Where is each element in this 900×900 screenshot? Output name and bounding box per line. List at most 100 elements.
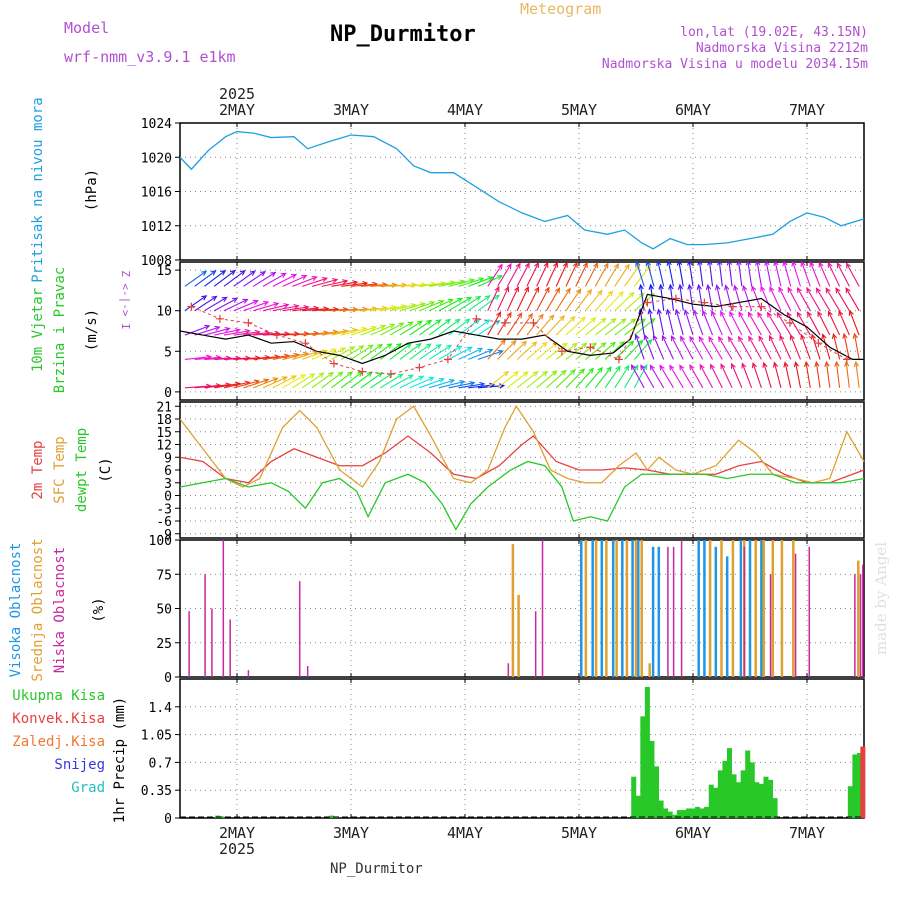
day-label-bottom: 4MAY bbox=[447, 824, 483, 842]
wind-gust-marker bbox=[529, 318, 538, 327]
wind-arrow bbox=[438, 318, 460, 336]
wind-arrow bbox=[774, 262, 782, 287]
wind-arrow bbox=[321, 371, 343, 389]
precip-bar bbox=[649, 740, 655, 818]
wind-arrow bbox=[282, 352, 309, 360]
wind-arrow-head bbox=[630, 318, 637, 324]
wind-arrow-head bbox=[730, 362, 736, 369]
wind-arrow bbox=[545, 262, 558, 287]
wind-arrow bbox=[625, 234, 636, 257]
wind-arrow-head bbox=[699, 363, 705, 370]
wind-arrow-head bbox=[674, 308, 681, 316]
wind-arrow bbox=[252, 272, 276, 287]
wind-arrow bbox=[650, 284, 655, 311]
wind-arrow bbox=[738, 262, 743, 287]
wind-arrow bbox=[526, 314, 544, 336]
wind-arrow-head bbox=[796, 286, 802, 294]
wind-arrow-head bbox=[747, 311, 753, 318]
wind-arrow bbox=[428, 319, 451, 336]
wind-arrow bbox=[657, 262, 665, 287]
wind-arrow-head bbox=[470, 255, 475, 259]
model-name: wrf-nmm_v3.9.1 e1km bbox=[64, 48, 236, 66]
wind-arrow bbox=[614, 318, 636, 336]
wind-arrow-head bbox=[755, 262, 761, 266]
wind-arrow bbox=[688, 284, 694, 311]
wind-arrow bbox=[506, 263, 521, 287]
subtitle: Meteogram bbox=[520, 0, 602, 18]
cloud-bar bbox=[743, 546, 746, 677]
wind-arrow bbox=[341, 282, 368, 287]
wind-arrow bbox=[223, 330, 250, 336]
wind-arrow bbox=[795, 362, 802, 388]
wind-arrow bbox=[438, 297, 463, 312]
wind-arrow bbox=[263, 242, 284, 258]
wind-arrow-head bbox=[783, 361, 789, 368]
wind-arrow-head bbox=[405, 342, 412, 349]
wind-arrow-head bbox=[696, 283, 702, 290]
wind-arrow-head bbox=[707, 262, 713, 266]
wind-gust-marker bbox=[386, 370, 395, 379]
wind-gust-marker bbox=[244, 318, 253, 327]
wind-arrow bbox=[545, 287, 560, 311]
wind-arrow bbox=[468, 255, 494, 258]
wind-arrow-head bbox=[534, 262, 539, 269]
wind-arrow bbox=[311, 348, 337, 360]
wind-arrow bbox=[282, 306, 309, 312]
wind-arrow-head bbox=[502, 240, 507, 245]
wind-arrow-head bbox=[814, 360, 820, 368]
wind-arrow-head bbox=[407, 321, 414, 327]
wind-arrow bbox=[632, 235, 644, 258]
wind-arrow bbox=[727, 232, 732, 258]
wind-gust-marker bbox=[301, 339, 310, 348]
wind-arrow-head bbox=[658, 283, 664, 290]
wind-arrow bbox=[728, 336, 743, 360]
wind-arrow bbox=[702, 310, 714, 336]
wind-arrow-head bbox=[340, 347, 347, 353]
wind-arrow-head bbox=[695, 233, 699, 238]
cloud-bar bbox=[594, 540, 598, 677]
wind-axis-title: 10m Vjetar bbox=[30, 288, 46, 372]
wind-arrow-head bbox=[273, 302, 280, 308]
wind-arrow-head bbox=[456, 297, 463, 303]
wind-arrow bbox=[639, 309, 645, 336]
wind-arrow bbox=[747, 312, 762, 336]
y-tick-label: 10 bbox=[156, 305, 172, 320]
wind-arrow bbox=[301, 372, 324, 389]
wind-arrow-head bbox=[377, 343, 384, 350]
wind-arrow-head bbox=[689, 335, 695, 342]
wind-gust-marker bbox=[187, 302, 196, 311]
cloud-bar bbox=[507, 663, 510, 677]
wind-arrow bbox=[679, 284, 684, 311]
wind-arrow-head bbox=[381, 250, 386, 254]
wind-arrow bbox=[214, 382, 240, 389]
wind-arrow bbox=[223, 270, 246, 287]
day-label-top: 7MAY bbox=[789, 101, 825, 119]
wind-arrow bbox=[477, 294, 500, 312]
cloud-bar bbox=[862, 564, 864, 677]
wind-arrow bbox=[644, 334, 655, 360]
wind-arrow-head bbox=[643, 333, 649, 341]
wind-arrow-head bbox=[642, 235, 646, 240]
wind-arrow-head bbox=[249, 270, 256, 276]
cloud-axis-title-3: Niska Oblacnost bbox=[52, 547, 68, 673]
wind-arrow bbox=[390, 254, 416, 258]
wind-arrow-head bbox=[201, 295, 208, 301]
precip-bar bbox=[672, 814, 678, 818]
wind-arrow bbox=[302, 244, 324, 258]
wind-arrow-head bbox=[520, 239, 525, 244]
wind-arrow bbox=[292, 276, 317, 287]
wind-arrow bbox=[843, 333, 850, 360]
wind-arrow bbox=[497, 286, 509, 311]
wind-arrow bbox=[292, 307, 319, 312]
wind-arrow-head bbox=[815, 287, 821, 294]
wind-arrow bbox=[448, 279, 475, 287]
wind-arrow bbox=[752, 363, 762, 389]
wind-arrow bbox=[708, 336, 723, 360]
wind-arrow-head bbox=[421, 253, 426, 257]
precip-bar bbox=[635, 795, 641, 818]
wind-arrow-head bbox=[441, 254, 446, 258]
wind-arrow-head bbox=[622, 234, 626, 239]
wind-arrow bbox=[516, 371, 538, 389]
wind-arrow bbox=[448, 296, 472, 312]
